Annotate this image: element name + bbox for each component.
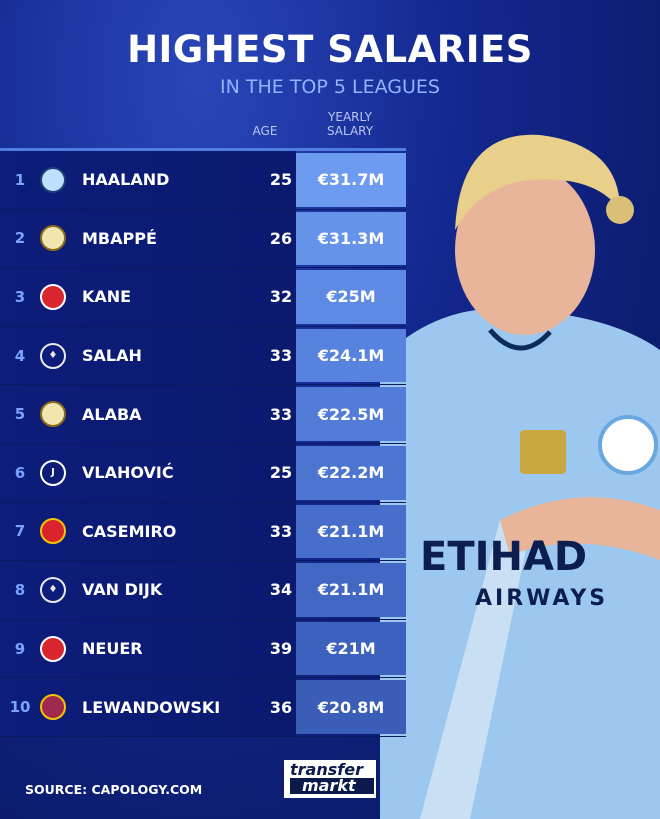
rank: 5 <box>14 405 26 424</box>
table-row: 6 J VLAHOVIĆ 25 €22.2M <box>0 443 406 503</box>
juventus-crest-icon: J <box>40 459 66 486</box>
manchester-city-crest-icon <box>40 166 66 193</box>
table-row: 1 HAALAND 25 €31.7M <box>0 151 406 210</box>
player-name: VAN DIJK <box>82 580 163 600</box>
rank: 1 <box>14 170 26 189</box>
player-name: VLAHOVIĆ <box>82 463 174 483</box>
salary-header-line2: SALARY <box>326 124 374 138</box>
player-age: 33 <box>269 521 293 541</box>
bayern-munich-crest-icon <box>40 635 66 662</box>
player-salary: €31.7M <box>296 153 406 207</box>
player-salary: €21M <box>296 621 406 676</box>
age-header: AGE <box>252 124 278 138</box>
liverpool-crest-icon: ♦ <box>40 576 66 603</box>
player-age: 25 <box>269 170 293 190</box>
player-name: HAALAND <box>82 170 170 190</box>
player-name: CASEMIRO <box>82 521 177 541</box>
player-age: 33 <box>269 346 293 366</box>
manchester-united-crest-icon <box>40 518 66 545</box>
player-salary: €22.2M <box>296 445 406 500</box>
player-name: NEUER <box>82 639 143 659</box>
table-row: 4 ♦ SALAH 33 €24.1M <box>0 326 406 386</box>
player-salary: €21.1M <box>296 504 406 559</box>
player-age: 39 <box>269 639 293 659</box>
player-salary: €24.1M <box>296 328 406 383</box>
rank: 3 <box>14 287 26 306</box>
real-madrid-crest-icon <box>40 225 66 252</box>
rank: 4 <box>14 346 26 365</box>
rank: 2 <box>14 229 26 248</box>
player-name: MBAPPÉ <box>82 228 157 248</box>
player-salary: €22.5M <box>296 387 406 441</box>
player-salary: €25M <box>296 270 406 324</box>
table-row: 7 CASEMIRO 33 €21.1M <box>0 502 406 562</box>
liverpool-crest-icon: ♦ <box>40 342 66 369</box>
table-row: 10 LEWANDOWSKI 36 €20.8M <box>0 678 406 737</box>
svg-text:ETIHAD: ETIHAD <box>420 534 587 580</box>
player-salary: €20.8M <box>296 680 406 734</box>
transfermarkt-logo: transfer markt <box>284 760 376 798</box>
player-age: 34 <box>269 580 293 600</box>
player-age: 32 <box>269 287 293 307</box>
bayern-munich-crest-icon <box>40 283 66 310</box>
player-salary: €21.1M <box>296 563 406 617</box>
salary-table: 1 HAALAND 25 €31.7M 2 MBAPPÉ 26 €31.3M 3… <box>0 148 406 737</box>
player-age: 36 <box>269 697 293 717</box>
page-subtitle: IN THE TOP 5 LEAGUES <box>220 76 440 98</box>
player-name: SALAH <box>82 346 142 366</box>
logo-line1: transfer <box>290 760 363 779</box>
rank: 10 <box>9 698 31 717</box>
barcelona-crest-icon <box>40 694 66 721</box>
player-photo: ETIHAD AIRWAYS <box>380 100 660 819</box>
player-name: LEWANDOWSKI <box>82 697 221 717</box>
salary-header-line1: YEARLY <box>328 110 372 124</box>
table-row: 2 MBAPPÉ 26 €31.3M <box>0 209 406 269</box>
player-name: KANE <box>82 287 132 307</box>
player-salary: €31.3M <box>296 211 406 266</box>
rank: 6 <box>14 463 26 482</box>
player-age: 33 <box>269 404 293 424</box>
table-row: 9 NEUER 39 €21M <box>0 619 406 679</box>
rank: 9 <box>14 639 26 658</box>
rank: 7 <box>14 522 26 541</box>
player-age: 25 <box>269 463 293 483</box>
source-note: SOURCE: CAPOLOGY.COM <box>25 782 203 797</box>
table-row: 8 ♦ VAN DIJK 34 €21.1M <box>0 561 406 620</box>
svg-text:AIRWAYS: AIRWAYS <box>475 586 608 611</box>
player-name: ALABA <box>82 404 142 424</box>
page-title: HIGHEST SALARIES <box>127 28 533 71</box>
rank: 8 <box>14 580 26 599</box>
salary-header: YEARLY SALARY <box>310 110 390 138</box>
table-row: 5 ALABA 33 €22.5M <box>0 385 406 444</box>
player-age: 26 <box>269 228 293 248</box>
table-row: 3 KANE 32 €25M <box>0 268 406 327</box>
real-madrid-crest-icon <box>40 401 66 428</box>
logo-line2: markt <box>290 778 374 794</box>
